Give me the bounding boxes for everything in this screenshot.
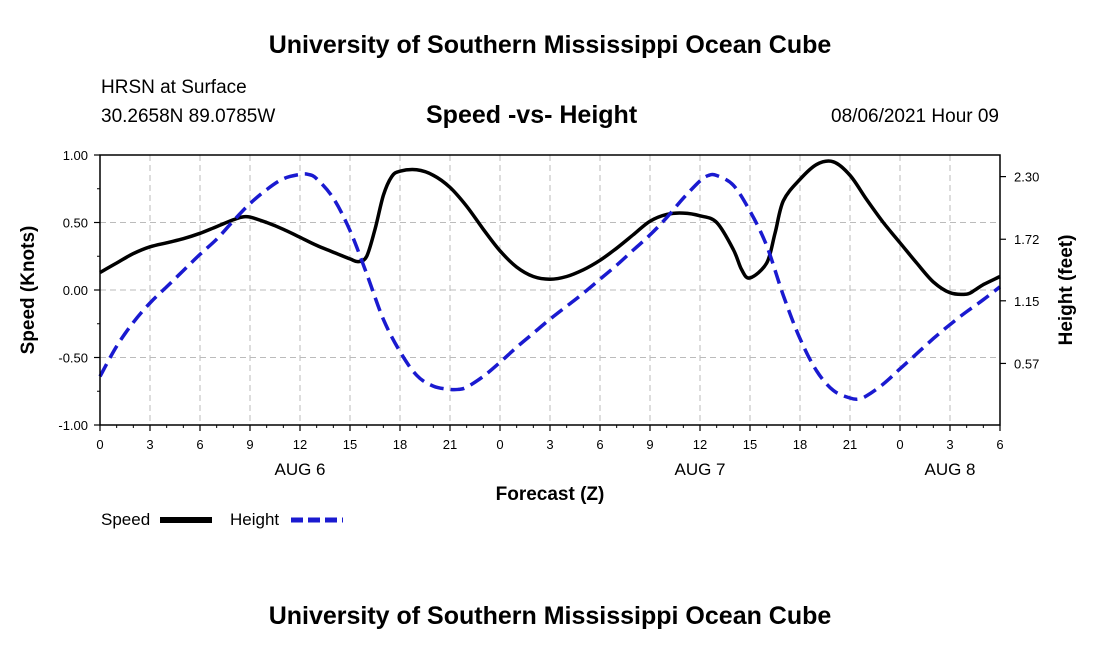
series-layer [98, 159, 1002, 402]
day-label: AUG 8 [924, 460, 975, 479]
x-tick-label: 6 [596, 437, 603, 452]
y-tick-label: -1.00 [58, 418, 88, 433]
x-tick-label: 21 [843, 437, 857, 452]
x-tick-label: 3 [146, 437, 153, 452]
forecast-date: 08/06/2021 Hour 09 [831, 106, 999, 127]
speed-series-line [99, 159, 1001, 297]
ticks: 0 3 6 9 12 15 18 21 0 3 6 9 12 15 18 21 0 3 6 AUG 6 AUG 7 AUG… [58, 148, 1039, 479]
y-tick-label: 0.00 [63, 283, 88, 298]
legend-height-label: Height [230, 510, 279, 529]
x-tick-label: 18 [793, 437, 807, 452]
x-tick-label: 9 [246, 437, 253, 452]
y-tick-label: 0.50 [63, 216, 88, 231]
y-axis-label: Speed (Knots) [18, 226, 39, 355]
legend: Speed Height [101, 510, 343, 529]
y2-tick-label: 0.57 [1014, 356, 1039, 371]
x-tick-label: 0 [896, 437, 903, 452]
x-axis-label: Forecast (Z) [496, 484, 605, 505]
y2-tick-label: 2.30 [1014, 170, 1039, 185]
height-series-line [98, 172, 1002, 402]
day-label: AUG 7 [674, 460, 725, 479]
x-tick-label: 9 [646, 437, 653, 452]
x-tick-label: 15 [743, 437, 757, 452]
x-tick-label: 12 [693, 437, 707, 452]
x-tick-label: 12 [293, 437, 307, 452]
x-tick-label: 18 [393, 437, 407, 452]
top-title: University of Southern Mississippi Ocean… [268, 31, 832, 59]
day-label: AUG 6 [274, 460, 325, 479]
y-tick-label: 1.00 [63, 148, 88, 163]
x-tick-label: 0 [96, 437, 103, 452]
y2-tick-label: 1.72 [1014, 232, 1039, 247]
station-coords: 30.2658N 89.0785W [101, 106, 276, 127]
x-tick-label: 6 [996, 437, 1003, 452]
y2-tick-label: 1.15 [1014, 294, 1039, 309]
x-tick-label: 15 [343, 437, 357, 452]
x-tick-label: 0 [496, 437, 503, 452]
x-tick-label: 3 [946, 437, 953, 452]
y-tick-label: -0.50 [58, 351, 88, 366]
grid [100, 155, 1000, 425]
x-tick-label: 3 [546, 437, 553, 452]
station-name: HRSN at Surface [101, 77, 247, 98]
x-tick-label: 21 [443, 437, 457, 452]
x-tick-label: 6 [196, 437, 203, 452]
chart-title: Speed -vs- Height [426, 101, 638, 129]
bottom-title: University of Southern Mississippi Ocean… [268, 602, 832, 630]
legend-speed-label: Speed [101, 510, 150, 529]
y2-axis-label: Height (feet) [1056, 235, 1077, 346]
